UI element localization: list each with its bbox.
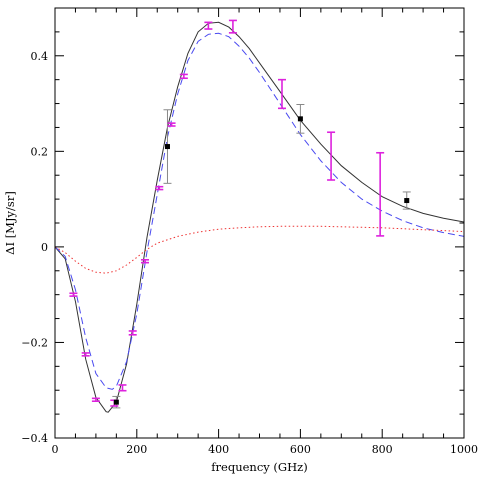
x-tick-label: 600	[290, 443, 311, 456]
black-point-0	[113, 399, 119, 405]
x-tick-label: 400	[208, 443, 229, 456]
black-errorbars	[112, 104, 411, 409]
black-point-3	[404, 198, 410, 204]
series-line-dotted	[54, 225, 465, 274]
y-tick-label: −0.4	[21, 432, 48, 445]
x-tick-label: 800	[372, 443, 393, 456]
series-line-dashed	[54, 32, 465, 390]
black-point-1	[164, 144, 170, 150]
y-tick-label: 0	[41, 241, 48, 254]
y-tick-label: 0.4	[31, 50, 49, 63]
y-axis-label: ΔI [MJy/sr]	[3, 191, 17, 255]
model-curves	[54, 21, 465, 413]
y-tick-label: −0.2	[21, 336, 48, 349]
tick-labels: 0 200 400 600 800 1000 −0.4 −0.2 0 0.2 0.4	[21, 50, 478, 456]
x-tick-label: 200	[126, 443, 147, 456]
x-tick-label: 0	[52, 443, 59, 456]
y-tick-label: 0.2	[31, 145, 49, 158]
black-points	[113, 116, 410, 405]
black-point-2	[297, 116, 303, 122]
axis-ticks	[54, 7, 465, 439]
x-axis-label: frequency (GHz)	[211, 460, 307, 474]
x-tick-label: 1000	[450, 443, 478, 456]
series-line-solid	[54, 21, 465, 413]
magenta-errorbars	[69, 19, 385, 407]
